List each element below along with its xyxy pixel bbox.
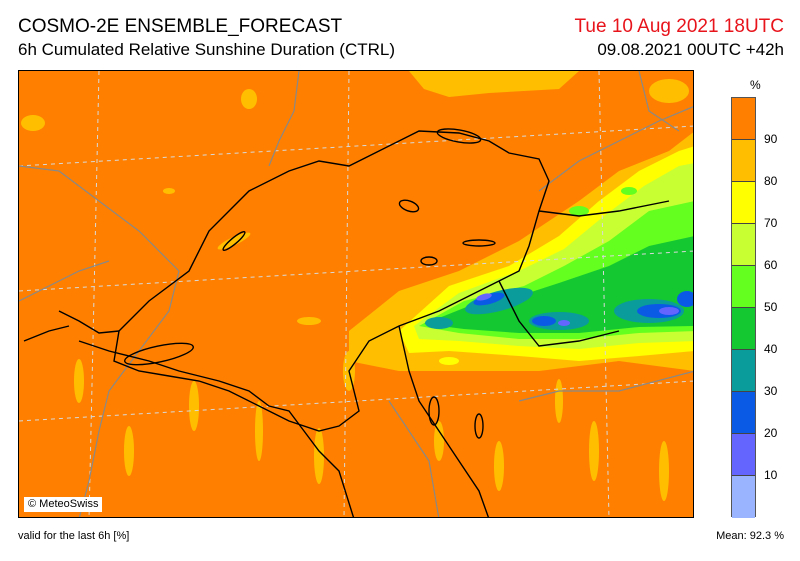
mean-value: Mean: 92.3 % (716, 530, 784, 542)
legend-color-cell (732, 392, 755, 434)
legend-tick-label: 20 (764, 426, 778, 440)
switzerland-border (23, 128, 670, 517)
legend-tick-label: 90 (764, 132, 778, 146)
legend-tick-label: 30 (764, 384, 778, 398)
legend-color-cell (732, 224, 755, 266)
chart-subtitle: 6h Cumulated Relative Sunshine Duration … (18, 40, 396, 59)
legend-tick-label: 40 (764, 342, 778, 356)
run-info: 09.08.2021 00UTC +42h (597, 40, 784, 59)
legend-color-cell (732, 140, 755, 182)
legend-color-cell (732, 266, 755, 308)
border-lines (19, 71, 693, 517)
legend-color-cell (732, 434, 755, 476)
legend-color-cell (732, 476, 755, 518)
legend-colorbar (731, 97, 756, 518)
forecast-map: © MeteoSwiss (18, 70, 694, 518)
valid-time: Tue 10 Aug 2021 18UTC (574, 16, 785, 37)
legend-tick-label: 60 (764, 258, 778, 272)
map-canvas (19, 71, 693, 517)
legend-unit: % (750, 78, 761, 92)
legend-color-cell (732, 98, 755, 140)
legend-tick-label: 50 (764, 300, 778, 314)
legend-tick-label: 70 (764, 216, 778, 230)
validity-note: valid for the last 6h [%] (18, 530, 130, 542)
legend-tick-label: 80 (764, 174, 778, 188)
copyright-label: © MeteoSwiss (24, 497, 103, 512)
legend-color-cell (732, 182, 755, 224)
legend-color-cell (732, 350, 755, 392)
graticule (19, 71, 693, 517)
chart-title: COSMO-2E ENSEMBLE_FORECAST (18, 16, 343, 37)
sunshine-band-10 (476, 293, 679, 326)
legend-tick-label: 10 (764, 468, 778, 482)
legend-color-cell (732, 308, 755, 350)
